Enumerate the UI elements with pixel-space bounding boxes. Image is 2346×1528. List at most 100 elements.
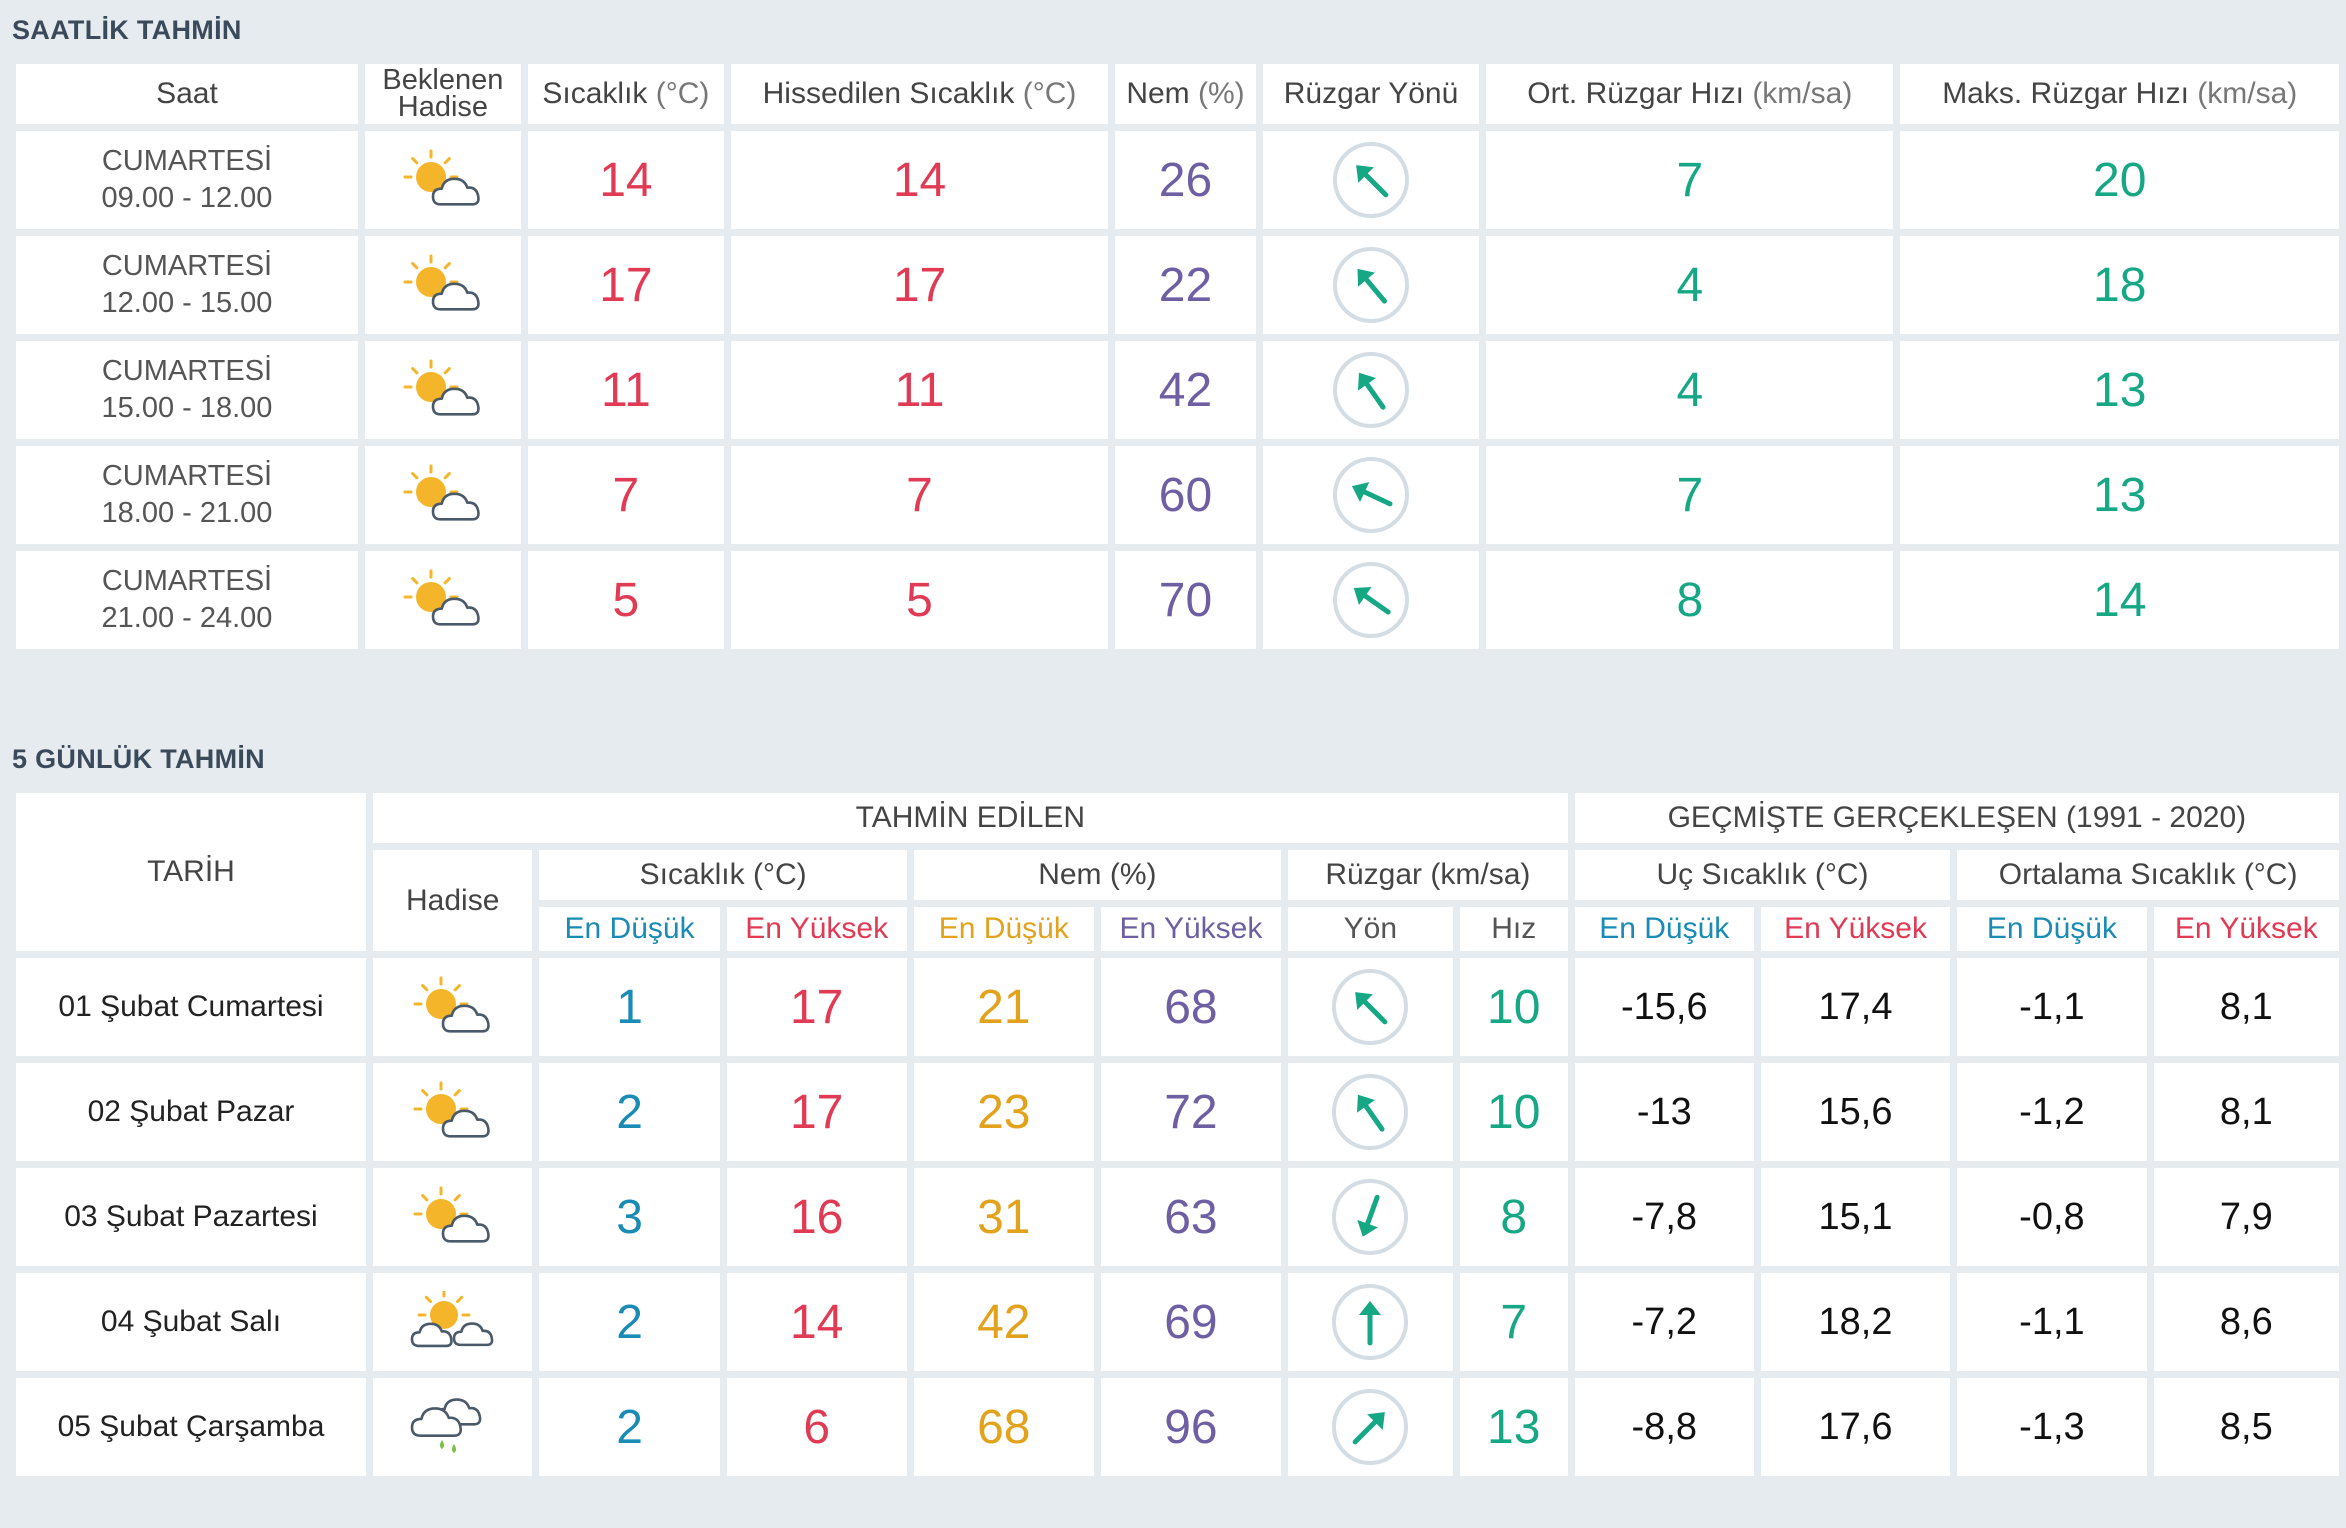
hourly-forecast-table: Saat Beklenen Hadise Sıcaklık (°C) Hisse… (9, 57, 2346, 656)
header-extreme-temp: Uç Sıcaklık (°C) (1574, 850, 1951, 900)
temp-value: 11 (527, 341, 724, 439)
temp-max-value: 14 (726, 1273, 907, 1371)
header-max-wind-label: Maks. Rüzgar Hızı (1942, 77, 2189, 110)
humidity-max-value: 63 (1100, 1168, 1281, 1266)
subheader-wind-dir: Yön (1287, 907, 1453, 951)
extreme-max-value: 15,6 (1760, 1063, 1951, 1161)
wind-direction-icon (1287, 1063, 1453, 1161)
day-label: CUMARTESİ (101, 145, 273, 177)
time-cell: CUMARTESİ 18.00 - 21.00 (16, 446, 358, 544)
daily-header-row-1: TARİH TAHMİN EDİLEN GEÇMİŞTE GERÇEKLEŞEN… (16, 793, 2339, 951)
max-wind-value: 18 (1900, 236, 2339, 334)
humidity-value: 26 (1115, 131, 1256, 229)
time-range: 12.00 - 15.00 (101, 287, 273, 319)
partly-cloudy-icon (364, 551, 521, 649)
temp-value: 14 (527, 131, 724, 229)
humidity-min-value: 21 (913, 958, 1094, 1056)
average-min-value: -1,1 (1957, 1273, 2147, 1371)
hourly-header-row: Saat Beklenen Hadise Sıcaklık (°C) Hisse… (16, 64, 2339, 124)
header-avg-wind-label: Ort. Rüzgar Hızı (1527, 77, 1744, 110)
temp-min-value: 2 (539, 1378, 720, 1476)
avg-wind-value: 7 (1486, 131, 1894, 229)
subheader-temp-max: En Yüksek (726, 907, 907, 951)
date-label: 02 Şubat Pazar (16, 1063, 366, 1161)
avg-wind-value: 4 (1486, 236, 1894, 334)
header-avg-wind-unit: (km/sa) (1752, 77, 1853, 110)
header-humidity: Nem (%) (913, 850, 1281, 900)
subheader-temp-min: En Düşük (539, 907, 720, 951)
extreme-max-value: 18,2 (1760, 1273, 1951, 1371)
feels-value: 11 (730, 341, 1109, 439)
header-wind: Rüzgar (km/sa) (1287, 850, 1568, 900)
wind-speed-value: 10 (1459, 958, 1568, 1056)
partly-cloudy-icon (364, 446, 521, 544)
header-past: GEÇMİŞTE GERÇEKLEŞEN (1991 - 2020) (1574, 793, 2339, 843)
header-wind-dir: Rüzgar Yönü (1262, 64, 1480, 124)
humidity-min-value: 42 (913, 1273, 1094, 1371)
temp-value: 17 (527, 236, 724, 334)
time-range: 09.00 - 12.00 (101, 182, 273, 214)
humidity-min-value: 68 (913, 1378, 1094, 1476)
max-wind-value: 14 (1900, 551, 2339, 649)
temp-value: 7 (527, 446, 724, 544)
header-max-wind-unit: (km/sa) (2197, 77, 2298, 110)
wind-direction-icon (1287, 1168, 1453, 1266)
max-wind-value: 20 (1900, 131, 2339, 229)
subheader-wind-speed: Hız (1459, 907, 1568, 951)
header-temp: Sıcaklık (°C) (527, 64, 724, 124)
wind-direction-icon (1262, 236, 1480, 334)
time-range: 15.00 - 18.00 (101, 392, 273, 424)
humidity-max-value: 72 (1100, 1063, 1281, 1161)
humidity-min-value: 23 (913, 1063, 1094, 1161)
wind-direction-icon (1287, 1273, 1453, 1371)
extreme-max-value: 17,4 (1760, 958, 1951, 1056)
avg-wind-value: 8 (1486, 551, 1894, 649)
subheader-average-max: En Yüksek (2153, 907, 2339, 951)
feels-value: 5 (730, 551, 1109, 649)
extreme-max-value: 15,1 (1760, 1168, 1951, 1266)
wind-direction-icon (1262, 341, 1480, 439)
partly-cloudy-icon (372, 1168, 533, 1266)
temp-min-value: 2 (539, 1273, 720, 1371)
average-min-value: -1,2 (1957, 1063, 2147, 1161)
date-label: 03 Şubat Pazartesi (16, 1168, 366, 1266)
wind-direction-icon (1287, 1378, 1453, 1476)
daily-section-title: 5 GÜNLÜK TAHMİN (12, 744, 265, 774)
extreme-min-value: -13 (1574, 1063, 1754, 1161)
subheader-humidity-min: En Düşük (913, 907, 1094, 951)
header-humidity-label: Nem (1126, 77, 1190, 110)
hourly-row: CUMARTESİ 18.00 - 21.00 7 7 60 7 13 (16, 446, 2339, 544)
average-min-value: -1,1 (1957, 958, 2147, 1056)
subheader-average-min: En Düşük (1957, 907, 2147, 951)
daily-header-row-3: En Düşük En Yüksek En Düşük En Yüksek Yö… (16, 907, 2339, 951)
average-max-value: 8,1 (2153, 1063, 2339, 1161)
rain-cloud-icon (372, 1378, 533, 1476)
max-wind-value: 13 (1900, 446, 2339, 544)
day-label: CUMARTESİ (101, 355, 273, 387)
time-range: 18.00 - 21.00 (101, 497, 273, 529)
wind-speed-value: 8 (1459, 1168, 1568, 1266)
temp-max-value: 6 (726, 1378, 907, 1476)
feels-value: 17 (730, 236, 1109, 334)
temp-min-value: 1 (539, 958, 720, 1056)
header-event: Hadise (372, 850, 533, 951)
humidity-value: 70 (1115, 551, 1256, 649)
time-range: 21.00 - 24.00 (101, 602, 273, 634)
partly-cloudy-icon (372, 958, 533, 1056)
hourly-row: CUMARTESİ 12.00 - 15.00 17 17 22 4 18 (16, 236, 2339, 334)
subheader-extreme-max: En Yüksek (1760, 907, 1951, 951)
daily-forecast-table: TARİH TAHMİN EDİLEN GEÇMİŞTE GERÇEKLEŞEN… (9, 786, 2346, 1483)
humidity-value: 42 (1115, 341, 1256, 439)
feels-value: 14 (730, 131, 1109, 229)
header-temp-label: Sıcaklık (542, 77, 648, 110)
humidity-value: 22 (1115, 236, 1256, 334)
extreme-min-value: -7,8 (1574, 1168, 1754, 1266)
wind-direction-icon (1287, 958, 1453, 1056)
humidity-max-value: 68 (1100, 958, 1281, 1056)
hourly-row: CUMARTESİ 09.00 - 12.00 14 14 26 7 20 (16, 131, 2339, 229)
daily-row: 02 Şubat Pazar 2 17 23 72 10 -13 15,6 -1,2 8,1 (16, 1063, 2339, 1161)
header-feels-unit: (°C) (1022, 77, 1077, 110)
daily-row: 04 Şubat Salı 2 14 42 69 7 -7,2 18,2 -1,1 8,6 (16, 1273, 2339, 1371)
day-label: CUMARTESİ (101, 250, 273, 282)
header-temp: Sıcaklık (°C) (539, 850, 907, 900)
